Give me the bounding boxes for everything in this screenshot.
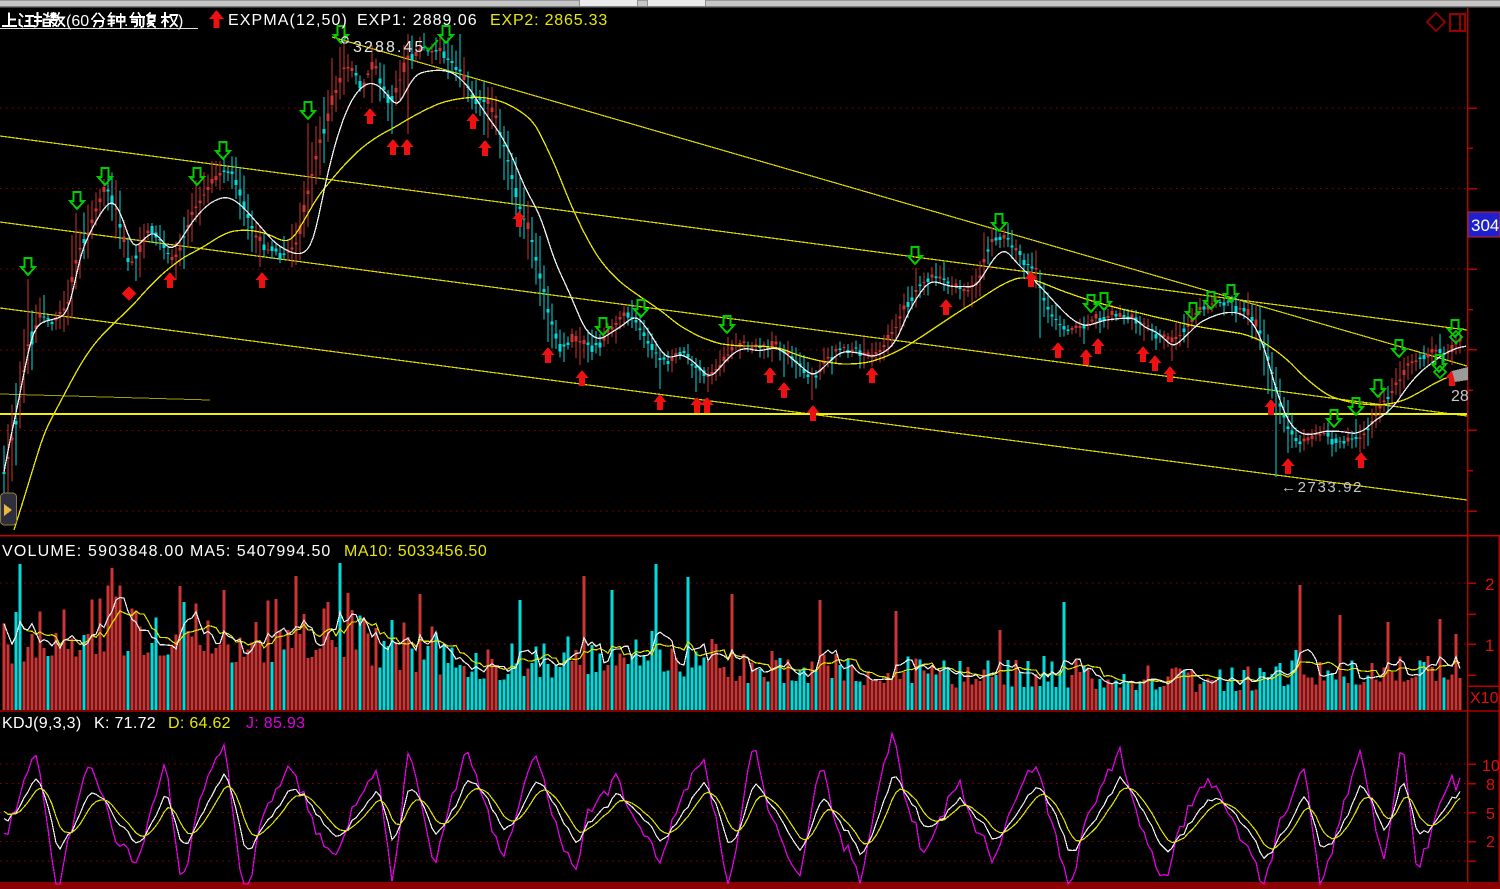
svg-text:J: 85.93: J: 85.93 (246, 715, 305, 732)
svg-text:(60: (60 (66, 13, 89, 30)
svg-text:10: 10 (1482, 758, 1500, 775)
svg-text:2: 2 (1486, 834, 1495, 851)
svg-text:X10: X10 (1470, 690, 1499, 707)
svg-text:8: 8 (1486, 777, 1495, 794)
svg-text:.: . (124, 13, 128, 30)
svg-text:EXP1: 2889.06: EXP1: 2889.06 (357, 12, 478, 29)
svg-text:D: 64.62: D: 64.62 (168, 715, 231, 732)
svg-text:KDJ(9,3,3): KDJ(9,3,3) (2, 715, 81, 732)
svg-text:EXPMA(12,50): EXPMA(12,50) (228, 12, 348, 29)
svg-text:MA10: 5033456.50: MA10: 5033456.50 (344, 543, 487, 560)
svg-text:←2733.92: ←2733.92 (1281, 479, 1363, 496)
svg-text:28: 28 (1451, 388, 1469, 405)
svg-text:EXP2: 2865.33: EXP2: 2865.33 (490, 12, 608, 29)
svg-text:): ) (178, 13, 183, 30)
svg-text:5: 5 (1486, 806, 1495, 823)
svg-text:MA5: 5407994.50: MA5: 5407994.50 (190, 543, 331, 560)
svg-text:1: 1 (1485, 636, 1494, 655)
svg-text:2: 2 (1485, 575, 1494, 594)
svg-text:K: 71.72: K: 71.72 (94, 715, 156, 732)
svg-text:VOLUME: 5903848.00: VOLUME: 5903848.00 (2, 543, 185, 560)
svg-text:304: 304 (1471, 216, 1499, 235)
svg-text:3288.45: 3288.45 (353, 39, 426, 56)
